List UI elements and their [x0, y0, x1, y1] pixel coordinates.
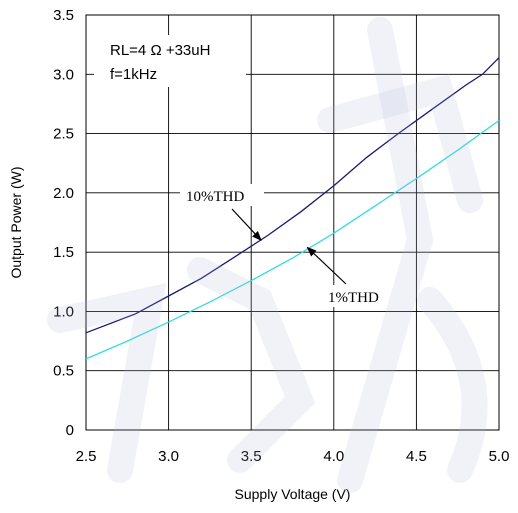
y-tick-label: 3.0 [53, 66, 74, 83]
y-tick-label: 2.5 [53, 126, 74, 143]
condition-text: f=1kHz [110, 66, 157, 83]
annotation-background [180, 184, 264, 206]
x-tick-label: 3.5 [241, 448, 262, 465]
y-tick-label: 2.0 [53, 185, 74, 202]
x-tick-label: 5.0 [489, 448, 510, 465]
x-tick-labels: 2.5 3.0 3.5 4.0 4.5 5.0 [76, 448, 510, 465]
y-tick-label: 3.5 [53, 7, 74, 24]
series-line-1pct-thd [85, 119, 500, 360]
annotation-arrow [306, 246, 347, 285]
plot-frame [85, 14, 500, 431]
series-line-10pct-thd [85, 57, 500, 334]
y-tick-labels: 0 0.5 1.0 1.5 2.0 2.5 3.0 3.5 [53, 7, 74, 439]
y-tick-label: 1.0 [53, 303, 74, 320]
y-axis-title: Output Power (W) [8, 166, 24, 278]
annotation-background [322, 285, 396, 307]
conditions-background [94, 35, 246, 87]
x-tick-label: 4.0 [323, 448, 344, 465]
x-axis-title: Supply Voltage (V) [235, 486, 351, 502]
condition-text: RL=4 Ω +33uH [110, 42, 210, 59]
y-tick-label: 0 [66, 422, 74, 439]
annotation-arrow [231, 208, 262, 242]
series-layer [85, 57, 500, 360]
curve-annotations: 10%THD 1%THD [180, 184, 396, 307]
y-tick-label: 0.5 [53, 363, 74, 380]
y-tick-label: 1.5 [53, 244, 74, 261]
x-tick-label: 4.5 [406, 448, 427, 465]
x-tick-label: 2.5 [76, 448, 97, 465]
x-tick-label: 3.0 [158, 448, 179, 465]
annotation-label: 10%THD [186, 189, 244, 205]
annotation-label: 1%THD [328, 290, 379, 306]
test-conditions: RL=4 Ω +33uH f=1kHz [94, 35, 246, 87]
